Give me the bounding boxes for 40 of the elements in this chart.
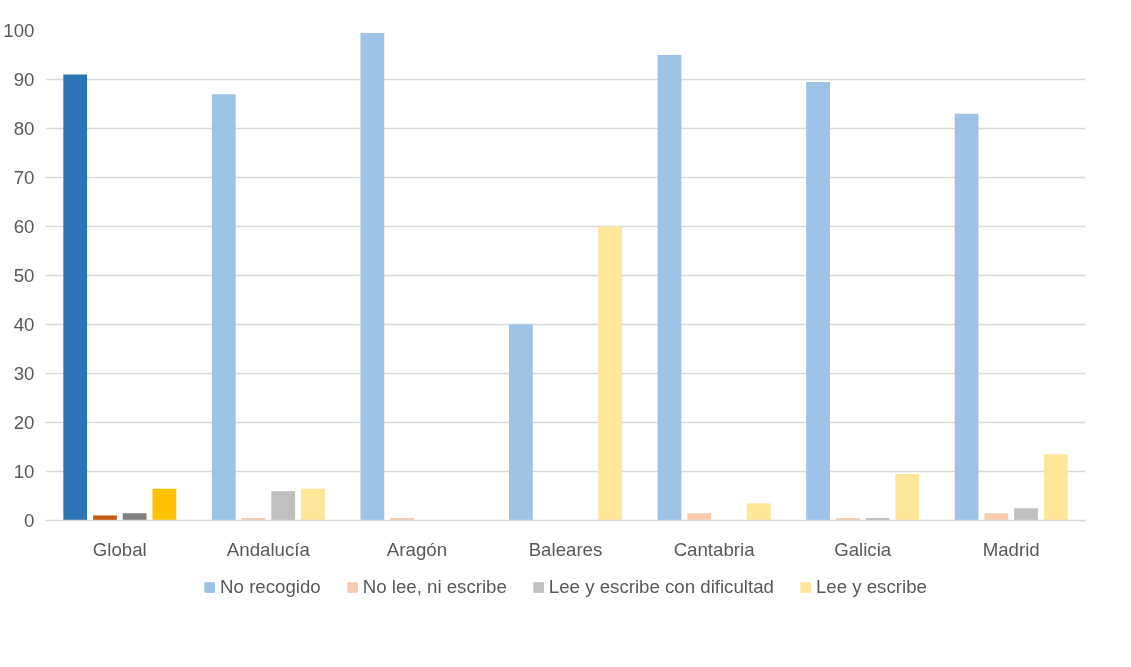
y-tick-label: 60 [13,216,35,237]
legend-label: No lee, ni escribe [362,576,507,598]
bar [1014,508,1038,521]
bar [954,113,979,521]
bar [211,94,236,521]
y-tick-label: 30 [13,363,35,384]
y-tick-label: 0 [24,510,35,531]
y-tick-label: 10 [13,461,35,482]
bar [687,513,712,521]
x-tick-label: Baleares [528,538,603,560]
y-tick-label: 90 [13,69,35,90]
x-tick-label: Aragón [386,538,448,560]
x-tick-label: Galicia [834,538,892,560]
x-tick-label: Cantabria [673,538,756,560]
bar [746,503,771,521]
y-tick-label: 20 [13,412,35,433]
y-tick-label: 70 [13,167,35,188]
bar [1043,454,1068,521]
bar [509,324,533,521]
legend-label: Lee y escribe [815,576,927,598]
x-tick-label: Global [92,538,147,560]
x-tick-label: Madrid [982,538,1040,560]
bar [301,488,325,521]
bar [271,491,296,521]
legend-label: No recogido [220,576,321,598]
bar [63,74,88,521]
y-tick-label: 80 [13,118,35,139]
y-tick-label: 40 [13,314,35,335]
bar [152,488,177,521]
bar [122,513,147,521]
x-tick-label: Andalucía [226,538,311,560]
bar [657,55,682,521]
bar [806,81,830,521]
bar [598,226,622,521]
y-tick-label: 50 [13,265,35,286]
bar [360,32,385,521]
bar [895,473,920,521]
legend-label: Lee y escribe con dificultad [548,576,774,598]
y-tick-label: 100 [3,20,35,41]
bar [984,513,1009,521]
